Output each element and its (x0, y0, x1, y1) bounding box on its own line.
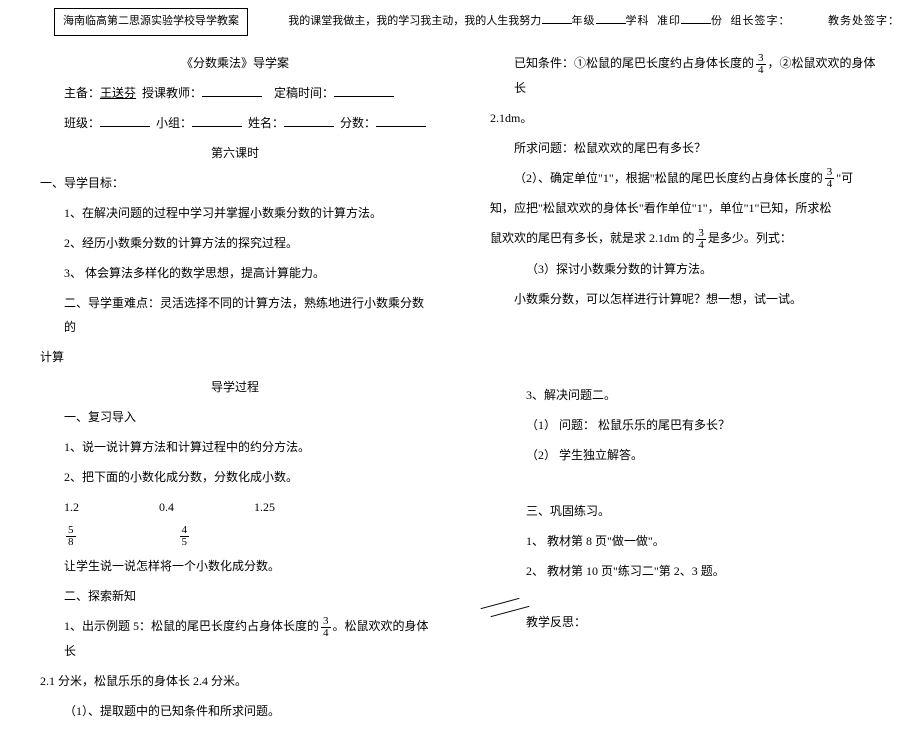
fraction-6: 34 (696, 228, 706, 251)
step-2d: 鼠欢欢的尾巴有多长，就是求 2.1dm 的34是多少。列式： (490, 226, 880, 251)
step-2a: （2）、确定单位"1"，根据"松鼠的尾巴长度约占身体长度的34"可 (490, 166, 880, 191)
review-2: 2、把下面的小数化成分数，分数化成小数。 (40, 465, 430, 489)
step-3: （3）探讨小数乘分数的计算方法。 (490, 257, 880, 281)
section1-title: 一、导学目标： (40, 171, 430, 195)
page-header: 海南临高第二思源实验学校导学教案 我的课堂我做主，我的学习我主动，我的人生我努力… (0, 0, 920, 40)
review-title: 一、复习导入 (40, 405, 430, 429)
condition-2: 2.1dm。 (490, 106, 880, 130)
problem2-title: 3、解决问题二。 (490, 383, 880, 407)
review-1: 1、说一说计算方法和计算过程中的约分方法。 (40, 435, 430, 459)
doc-title: 《分数乘法》导学案 (40, 51, 430, 75)
consolidate-title: 三、巩固练习。 (490, 499, 880, 523)
fraction-5: 34 (825, 167, 835, 190)
question-1: 所求问题：松鼠欢欢的尾巴有多长？ (490, 136, 880, 160)
decimal-2: 0.4 (159, 495, 174, 519)
review-3: 让学生说一说怎样将一个小数化成分数。 (40, 554, 430, 578)
right-column: 已知条件：①松鼠的尾巴长度约占身体长度的34，②松鼠欢欢的身体长 2.1dm。 … (470, 40, 900, 734)
explore-3: （1）、提取题中的已知条件和所求问题。 (40, 699, 430, 723)
goal-2: 2、经历小数乘分数的计算方法的探究过程。 (40, 231, 430, 255)
fraction-2: 45 (180, 525, 190, 548)
section2-title: 二、导学重难点：灵活选择不同的计算方法，熟练地进行小数乘分数的 (40, 291, 430, 339)
decimal-1: 1.2 (64, 495, 79, 519)
fraction-3: 34 (321, 616, 331, 639)
reflect-label: 教学反思： (490, 610, 880, 634)
problem2-1: （1） 问题： 松鼠乐乐的尾巴有多长？ (490, 413, 880, 437)
step-3q: 小数乘分数，可以怎样进行计算呢？想一想，试一试。 (490, 287, 880, 311)
header-motto: 我的课堂我做主，我的学习我主动，我的人生我努力 (248, 12, 542, 32)
explore-1: 1、出示例题 5：松鼠的尾巴长度约占身体长度的34。松鼠欢欢的身体长 (40, 614, 430, 663)
school-name-box: 海南临高第二思源实验学校导学教案 (54, 8, 248, 36)
header-fields: 年级学科 准印份 组长签字： 教务处签字： (542, 12, 920, 32)
class-line: 班级： 小组： 姓名： 分数： (40, 111, 430, 135)
consolidate-1: 1、 教材第 8 页"做一做"。 (490, 529, 880, 553)
section2-cont: 计算 (40, 345, 430, 369)
lesson-number: 第六课时 (40, 141, 430, 165)
consolidate-2: 2、 教材第 10 页"练习二"第 2、3 题。 (490, 559, 880, 583)
decimal-row: 1.2 0.4 1.25 (40, 495, 430, 519)
left-column: 《分数乘法》导学案 主备：王送芬 授课教师： 定稿时间： 班级： 小组： 姓名：… (20, 40, 450, 734)
step-2c: 知，应把"松鼠欢欢的身体长"看作单位"1"，单位"1"已知，所求松 (490, 196, 880, 220)
decimal-3: 1.25 (254, 495, 275, 519)
condition-1: 已知条件：①松鼠的尾巴长度约占身体长度的34，②松鼠欢欢的身体长 (490, 51, 880, 100)
fraction-row: 58 45 (40, 525, 430, 548)
main-content: 《分数乘法》导学案 主备：王送芬 授课教师： 定稿时间： 班级： 小组： 姓名：… (0, 40, 920, 734)
goal-3: 3、 体会算法多样化的数学思想，提高计算能力。 (40, 261, 430, 285)
corner-mark-icon (480, 603, 540, 623)
fraction-4: 34 (756, 53, 766, 76)
fraction-1: 58 (66, 525, 76, 548)
explore-2: 2.1 分米，松鼠乐乐的身体长 2.4 分米。 (40, 669, 430, 693)
author-line: 主备：王送芬 授课教师： 定稿时间： (40, 81, 430, 105)
explore-title: 二、探索新知 (40, 584, 430, 608)
goal-1: 1、在解决问题的过程中学习并掌握小数乘分数的计算方法。 (40, 201, 430, 225)
process-title: 导学过程 (40, 375, 430, 399)
problem2-2: （2） 学生独立解答。 (490, 443, 880, 467)
